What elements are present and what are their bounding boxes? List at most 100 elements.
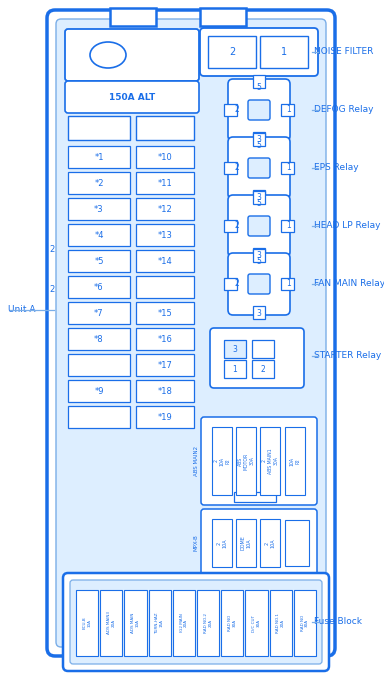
Text: 2: 2 [50, 245, 55, 254]
Text: STARTER Relay: STARTER Relay [314, 351, 381, 361]
Text: *16: *16 [157, 334, 172, 344]
Bar [200, 8, 246, 26]
Text: 2: 2 [235, 222, 239, 231]
Bar [236, 519, 256, 567]
FancyBboxPatch shape [56, 19, 326, 647]
Text: *4: *4 [94, 231, 104, 239]
Text: 2
10A
P2: 2 10A P2 [214, 456, 230, 466]
Bar [68, 380, 130, 402]
Bar [212, 519, 232, 567]
Text: *9: *9 [94, 386, 104, 395]
Text: *5: *5 [94, 256, 104, 266]
Text: *19: *19 [157, 412, 172, 422]
FancyBboxPatch shape [200, 28, 318, 76]
Text: ADS MAIN
10A: ADS MAIN 10A [131, 613, 140, 633]
Bar [68, 276, 130, 298]
Bar [253, 190, 265, 203]
Text: 150A ALT: 150A ALT [109, 92, 155, 102]
Bar [294, 590, 316, 656]
Text: ECU-B
10A: ECU-B 10A [83, 616, 91, 629]
Bar [285, 520, 309, 566]
Text: 1: 1 [286, 106, 291, 115]
Bar [252, 360, 274, 378]
Bar [236, 427, 256, 495]
Bar [173, 590, 195, 656]
Bar [136, 328, 194, 350]
Bar [260, 427, 280, 495]
Text: ABS
MOTOR
30A: ABS MOTOR 30A [238, 452, 254, 470]
FancyBboxPatch shape [248, 274, 270, 294]
Text: D/C CUT
30A: D/C CUT 30A [252, 614, 261, 631]
Bar [260, 36, 308, 68]
Text: 2
10A: 2 10A [217, 538, 227, 548]
Text: *14: *14 [157, 256, 172, 266]
Bar [253, 249, 265, 262]
Bar [253, 133, 265, 146]
FancyBboxPatch shape [47, 10, 335, 656]
Text: EPS Relay: EPS Relay [314, 163, 359, 172]
FancyBboxPatch shape [201, 417, 317, 505]
FancyBboxPatch shape [228, 253, 290, 315]
Bar [136, 224, 194, 246]
Bar [212, 427, 232, 495]
Ellipse shape [90, 42, 126, 68]
FancyBboxPatch shape [248, 100, 270, 120]
Bar [224, 340, 246, 358]
Bar [234, 492, 276, 502]
FancyBboxPatch shape [228, 79, 290, 141]
Bar [136, 198, 194, 220]
Bar [281, 220, 294, 232]
Text: 3: 3 [257, 252, 262, 260]
Text: *7: *7 [94, 308, 104, 317]
Text: 5: 5 [257, 83, 262, 92]
Bar [136, 302, 194, 324]
Text: IG2 MAIN
20A: IG2 MAIN 20A [180, 614, 188, 633]
Text: FAN MAIN Relay: FAN MAIN Relay [314, 279, 384, 289]
Bar [110, 8, 156, 26]
FancyBboxPatch shape [201, 509, 317, 577]
Text: *3: *3 [94, 205, 104, 214]
Text: RAD NO
30A: RAD NO 30A [228, 615, 237, 631]
Text: 3: 3 [257, 193, 262, 203]
Bar [253, 75, 265, 88]
Text: 2: 2 [235, 279, 239, 289]
Bar [136, 276, 194, 298]
Text: 3: 3 [257, 309, 262, 319]
FancyBboxPatch shape [70, 580, 322, 664]
Text: 2
10A: 2 10A [265, 538, 275, 548]
Bar [224, 104, 237, 116]
Bar [253, 248, 265, 261]
Bar [245, 590, 268, 656]
Text: *11: *11 [157, 178, 172, 188]
Text: 3: 3 [257, 136, 262, 144]
Text: HEAD LP Relay: HEAD LP Relay [314, 222, 381, 231]
FancyBboxPatch shape [248, 216, 270, 236]
Text: TURN-HAZ
15A: TURN-HAZ 15A [156, 612, 164, 634]
FancyBboxPatch shape [228, 137, 290, 199]
Text: NOISE FILTER: NOISE FILTER [314, 47, 373, 56]
Bar [68, 406, 130, 428]
Text: 5: 5 [257, 258, 262, 266]
Bar [68, 328, 130, 350]
Text: DEFOG Relay: DEFOG Relay [314, 106, 374, 115]
Text: Fuse Block: Fuse Block [314, 618, 362, 626]
Bar [285, 427, 305, 495]
Bar [68, 302, 130, 324]
Bar [136, 116, 194, 140]
Text: 2: 2 [261, 365, 265, 374]
FancyBboxPatch shape [248, 158, 270, 178]
Bar [68, 354, 130, 376]
Bar [68, 224, 130, 246]
Text: 2: 2 [50, 285, 55, 294]
FancyBboxPatch shape [228, 195, 290, 257]
Bar [68, 146, 130, 168]
Text: *10: *10 [157, 153, 172, 161]
Bar [221, 590, 243, 656]
Text: 1: 1 [286, 279, 291, 289]
Bar [270, 590, 292, 656]
Text: 2: 2 [235, 106, 239, 115]
Bar [149, 590, 171, 656]
Text: *2: *2 [94, 178, 104, 188]
Text: 1: 1 [233, 365, 237, 374]
Text: 10A
P2: 10A P2 [290, 456, 300, 466]
